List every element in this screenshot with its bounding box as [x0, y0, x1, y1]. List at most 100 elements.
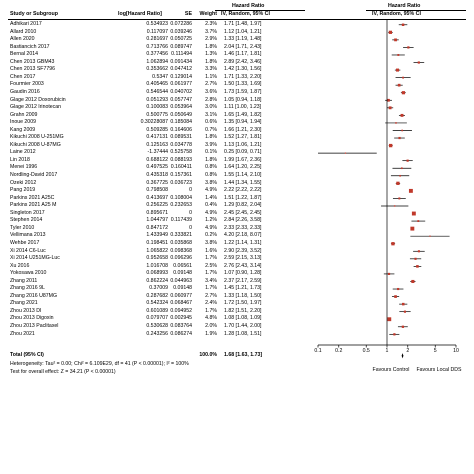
study-log-hr: 1.065822	[146, 247, 168, 254]
study-point	[396, 68, 400, 72]
study-se: 0	[189, 209, 192, 216]
study-hr-ci: 0.25 [0.09, 0.71]	[224, 149, 262, 156]
study-point	[399, 174, 401, 177]
study-point	[417, 61, 420, 64]
study-se: 0.044963	[170, 277, 192, 284]
study-point	[387, 272, 391, 275]
study-name: Menei 1996	[10, 164, 38, 171]
study-se: 0.083764	[170, 323, 192, 329]
study-log-hr: 0.256225	[146, 202, 168, 209]
study-log-hr: 0.353662	[146, 66, 168, 73]
study-log-hr: 0.895671	[146, 209, 168, 216]
study-point	[403, 310, 407, 313]
study-name: Inoue 2009	[10, 119, 36, 126]
study-se: 0.129014	[170, 73, 192, 80]
study-hr-ci: 1.33 [1.18, 1.50]	[224, 292, 262, 299]
study-hr-ci: 2.04 [1.71, 2.43]	[224, 43, 262, 50]
study-hr-ci: 2.84 [2.26, 3.58]	[224, 217, 262, 224]
study-se: 0.089531	[170, 134, 192, 141]
study-weight: 2.9%	[205, 36, 217, 43]
study-point	[344, 152, 347, 154]
study-name: Zhang 2016 U87MG	[10, 292, 58, 299]
study-point	[407, 46, 410, 49]
study-point	[411, 279, 415, 284]
study-log-hr: 0.435318	[146, 172, 168, 178]
study-se: 0.09148	[173, 270, 192, 277]
study-hr-ci: 1.99 [1.67, 2.36]	[224, 156, 262, 163]
study-point	[400, 113, 404, 117]
study-log-hr: 0.125163	[146, 141, 168, 148]
study-log-hr: 1.062894	[146, 58, 168, 65]
study-weight: 1.9%	[205, 330, 217, 337]
study-log-hr: 0.377456	[146, 51, 168, 58]
study-hr-ci: 2.22 [2.22, 2.22]	[224, 187, 262, 194]
study-point	[394, 295, 397, 298]
study-name: Zhou 2021	[10, 330, 35, 337]
plot-method-header: IV, Random, 95% CI	[372, 11, 421, 17]
study-point	[401, 23, 405, 27]
study-se: 0.09148	[173, 285, 192, 292]
study-se: 0.164606	[170, 126, 192, 133]
study-hr-ci: 4.20 [2.18, 8.07]	[224, 232, 262, 239]
study-hr-ci: 1.46 [1.17, 1.81]	[224, 51, 262, 58]
study-log-hr: 0.367725	[146, 179, 168, 186]
study-hr-ci: 1.71 [1.33, 2.20]	[224, 73, 262, 80]
study-log-hr: 0.100083	[146, 104, 168, 111]
study-weight: 4.9%	[205, 224, 217, 231]
study-se: 0.088193	[170, 156, 192, 163]
study-weight: 3.8%	[205, 179, 217, 186]
study-point	[388, 143, 393, 148]
study-point	[387, 317, 392, 322]
study-weight: 2.8%	[205, 96, 217, 103]
study-point	[401, 302, 405, 306]
study-weight: 3.7%	[205, 28, 217, 35]
study-weight: 3.6%	[205, 88, 217, 95]
study-name: Kikuchi 2008 U-87MG	[10, 141, 61, 148]
study-se: 0.094952	[170, 307, 192, 314]
study-point	[393, 333, 396, 336]
study-point	[397, 83, 401, 87]
study-hr-ci: 1.82 [1.51, 2.20]	[224, 307, 262, 314]
x-axis-tick-label: 1	[385, 348, 389, 354]
study-log-hr: 0.500775	[146, 111, 168, 118]
study-name: Gaudin 2016	[10, 88, 40, 95]
study-hr-ci: 1.50 [1.33, 1.69]	[224, 81, 262, 88]
study-log-hr: 0.542324	[146, 300, 168, 307]
study-name: Pang 2019	[10, 187, 36, 194]
study-name: Laine 2012	[10, 149, 36, 156]
study-se: 0.111494	[171, 51, 192, 58]
study-hr-ci: 1.73 [1.59, 1.87]	[224, 88, 262, 95]
study-se: 0.160411	[170, 164, 192, 171]
study-se: 0.098368	[170, 247, 192, 254]
study-name: Glage 2012 Doxorubicin	[10, 96, 66, 103]
study-se: 0.047412	[170, 66, 192, 73]
study-weight: 0.6%	[205, 119, 217, 126]
study-se: 0.091434	[170, 58, 192, 65]
study-se: 0.089747	[170, 43, 192, 50]
study-log-hr: 0.117097	[146, 28, 168, 35]
study-name: Singleton 2017	[10, 209, 45, 216]
study-hr-ci: 1.70 [1.44, 2.00]	[224, 323, 262, 329]
study-point	[398, 197, 401, 200]
study-se: 0	[189, 187, 192, 194]
study-log-hr: 0.281697	[146, 36, 168, 43]
study-hr-ci: 1.05 [0.94, 1.18]	[224, 96, 262, 103]
study-point	[429, 235, 431, 237]
study-weight: 2.5%	[205, 262, 217, 269]
study-weight: 2.0%	[205, 323, 217, 329]
study-hr-ci: 1.45 [1.21, 1.73]	[224, 285, 262, 292]
study-point	[398, 136, 401, 140]
study-name: Nordling-David 2017	[10, 172, 58, 178]
study-log-hr: 0.688122	[146, 156, 168, 163]
study-log-hr: 1.016708	[146, 262, 168, 269]
x-axis-tick-label: 5	[433, 348, 437, 354]
study-se: 0.086274	[170, 330, 192, 337]
study-name: Kikuchi 2008 U-251MG	[10, 134, 64, 141]
x-axis-tick-label: 0.1	[314, 348, 322, 354]
study-se: 0.157361	[170, 172, 192, 178]
study-hr-ci: 2.33 [2.33, 2.33]	[224, 224, 262, 231]
study-name: Xi 2014 C6-Luc	[10, 247, 46, 254]
study-se: 0	[189, 224, 192, 231]
study-log-hr: 0.713766	[146, 43, 168, 50]
